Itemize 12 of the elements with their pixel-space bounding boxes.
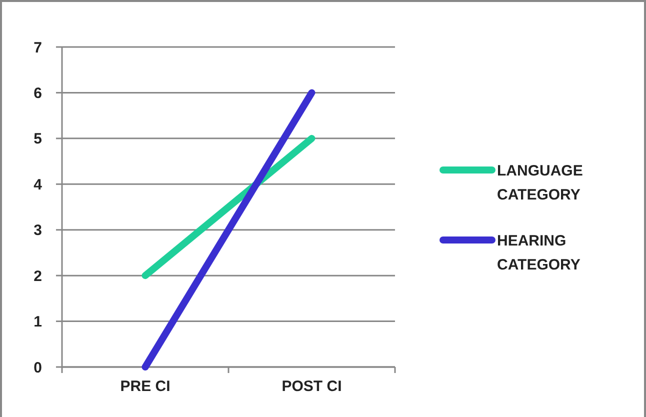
x-tick-label: PRE CI bbox=[120, 378, 170, 395]
y-tick-label: 1 bbox=[34, 314, 42, 331]
y-tick-label: 5 bbox=[34, 130, 42, 148]
y-tick-label: 7 bbox=[34, 39, 42, 56]
y-tick-label: 2 bbox=[34, 268, 42, 285]
x-tick-label: POST CI bbox=[282, 378, 342, 395]
y-tick-label: 0 bbox=[34, 359, 42, 376]
legend-label: LANGUAGE CATEGORY bbox=[497, 162, 583, 204]
y-tick-label: 6 bbox=[34, 84, 42, 102]
y-tick-label: 3 bbox=[34, 222, 42, 240]
legend-label: HEARING CATEGORY bbox=[497, 232, 580, 274]
y-tick-label: 4 bbox=[34, 176, 43, 194]
